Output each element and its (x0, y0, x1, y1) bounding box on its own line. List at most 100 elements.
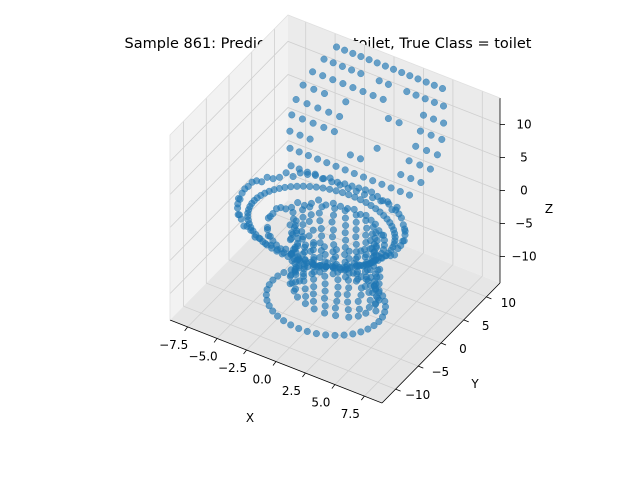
scatter-point (332, 253, 340, 261)
scatter-point (303, 100, 311, 108)
z-tick-label: −5 (515, 217, 533, 231)
scatter-point (287, 321, 295, 329)
scatter-point (361, 186, 369, 194)
scatter-point (342, 236, 350, 244)
scatter-point (414, 75, 422, 83)
scatter-point (352, 211, 360, 219)
scatter-point (348, 66, 356, 74)
scatter-point (373, 59, 381, 67)
scatter-point (339, 80, 347, 88)
scatter-point (355, 261, 363, 269)
scatter-point (301, 256, 309, 264)
scatter-point (349, 330, 357, 338)
scatter-point (357, 273, 365, 281)
scatter-point (345, 284, 353, 292)
scatter-point (309, 68, 317, 76)
scatter-point (343, 291, 351, 299)
scatter-point (360, 173, 368, 181)
scatter-point (314, 104, 322, 112)
scatter-point (295, 264, 303, 272)
scatter-point (289, 172, 297, 180)
scatter-point (363, 224, 371, 232)
scatter-point (269, 276, 277, 284)
scatter-point (345, 191, 353, 199)
scatter-point (362, 216, 370, 224)
scatter-point (321, 272, 329, 280)
scatter-point (341, 180, 349, 188)
scatter-point (378, 180, 386, 188)
scatter-point (348, 182, 356, 190)
scatter-point (287, 183, 295, 191)
scatter-point (288, 111, 296, 119)
y-gridline (228, 75, 442, 344)
scatter-point (344, 306, 352, 314)
scatter-point (363, 258, 371, 266)
scatter-point (328, 218, 336, 226)
scatter-point (332, 187, 340, 195)
scatter-point (362, 309, 370, 317)
scatter-point (276, 173, 284, 181)
scatter-point (412, 91, 420, 99)
scatter-point (247, 226, 255, 234)
x-axis-label: X (246, 411, 254, 425)
scatter-point (406, 72, 414, 80)
scatter-point (421, 95, 429, 103)
scatter-point (310, 239, 318, 247)
scatter-point (321, 280, 329, 288)
scatter-point (333, 297, 341, 305)
scatter-point (310, 268, 318, 276)
scatter-point (294, 242, 302, 250)
scatter-point (332, 162, 340, 170)
scatter-point (306, 203, 314, 211)
scatter-point (440, 119, 448, 127)
scatter-point (357, 53, 365, 61)
scatter-point (364, 277, 372, 285)
y-gridline (205, 98, 419, 367)
x-gridline (364, 91, 483, 397)
scatter-point (294, 293, 302, 301)
scatter-point (362, 231, 370, 239)
scatter-point (423, 146, 431, 154)
scatter-point (329, 226, 337, 234)
scatter-point (313, 262, 321, 270)
scatter-point (321, 250, 329, 258)
scatter-point (329, 233, 337, 241)
z-gridline (169, 40, 501, 162)
scatter-point (312, 330, 320, 338)
scatter-point (379, 292, 387, 300)
scatter-point (345, 254, 353, 262)
scatter-point (362, 251, 370, 259)
scatter-point (331, 204, 339, 212)
scatter-point (295, 148, 303, 156)
x-tick (302, 372, 306, 378)
scatter-point (321, 309, 329, 317)
scatter-point (306, 135, 314, 143)
scatter-point (372, 307, 380, 315)
y-axis-label: Y (470, 377, 479, 391)
scatter-point (342, 221, 350, 229)
scatter-point (294, 199, 302, 207)
scatter-point (357, 196, 365, 204)
scatter-point (400, 237, 408, 245)
x-tick (361, 395, 365, 401)
scatter-point (292, 271, 300, 279)
scatter-point (238, 189, 246, 197)
scatter-point (344, 276, 352, 284)
scatter-point (339, 189, 347, 197)
y-tick (395, 388, 401, 392)
scatter-point (363, 266, 371, 274)
scatter-point (357, 328, 365, 336)
scatter-point (273, 205, 281, 213)
x-tick (331, 384, 336, 389)
scatter-point (357, 247, 365, 255)
x-tick (213, 338, 218, 343)
x-tick-label: 2.5 (282, 384, 301, 398)
scatter-point (323, 159, 331, 167)
y-tick-label: −10 (405, 388, 430, 402)
scatter-point (349, 49, 357, 57)
scatter-point (312, 183, 320, 191)
scatter-point (299, 221, 307, 229)
scatter-point (387, 184, 395, 192)
scatter-point (341, 229, 349, 237)
scatter-point (379, 95, 387, 103)
